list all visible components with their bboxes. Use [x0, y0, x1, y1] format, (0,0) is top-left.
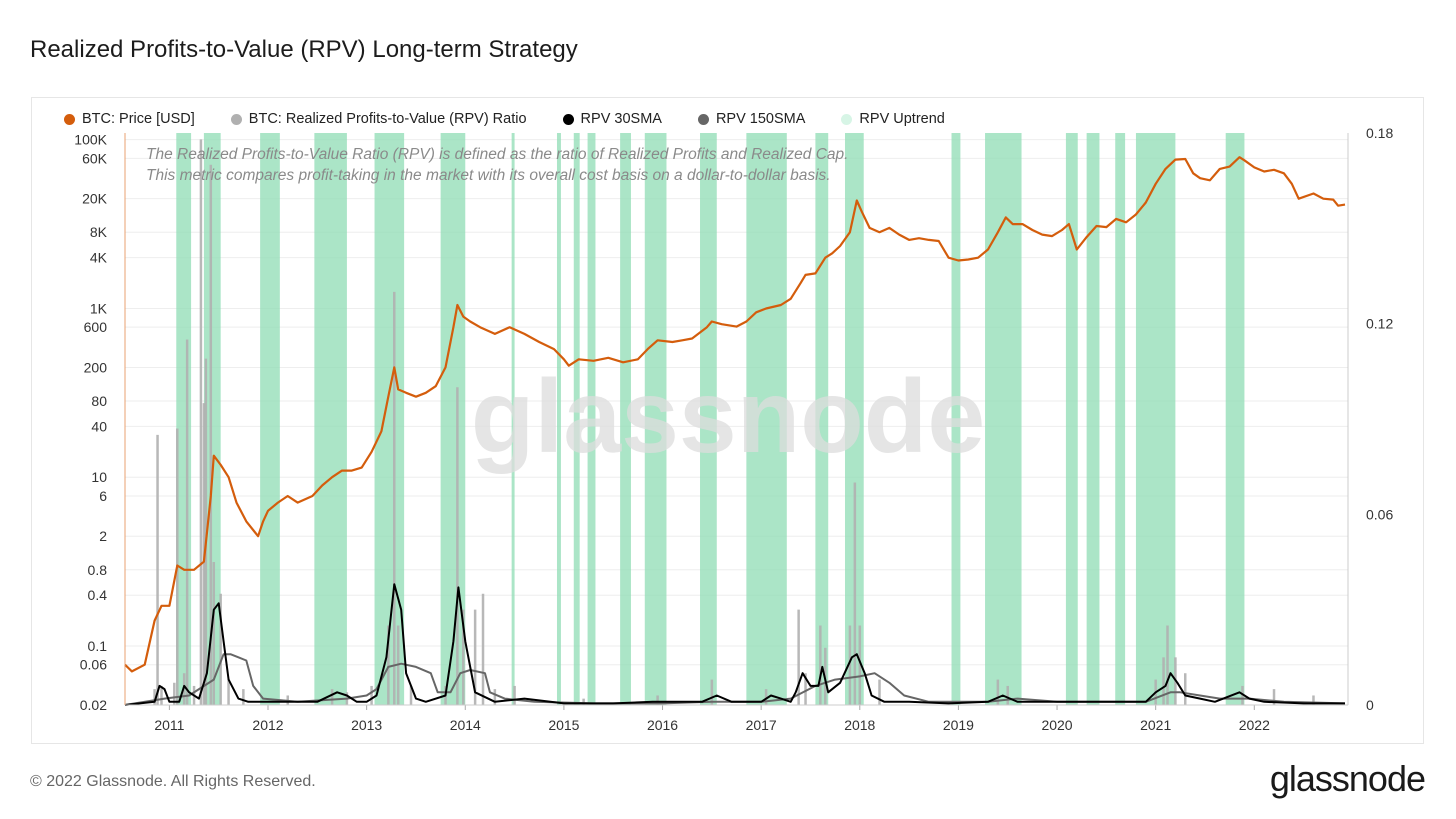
- legend-item-rpv-150sma[interactable]: RPV 150SMA: [697, 111, 806, 127]
- x-tick-label: 2014: [450, 717, 481, 733]
- uptrend-band: [203, 133, 221, 705]
- y-tick-label: 20K: [82, 191, 108, 207]
- y-tick-label: 40: [91, 418, 107, 434]
- brand-logo[interactable]: glassnode: [1269, 758, 1426, 799]
- legend-label: RPV 30SMA: [580, 111, 662, 127]
- legend-dot-icon: [697, 113, 709, 125]
- page-title: Realized Profits-to-Value (RPV) Long-ter…: [30, 36, 578, 63]
- uptrend-band: [985, 133, 1022, 705]
- y2-tick-label: 0.06: [1366, 506, 1393, 522]
- y-tick-label: 100K: [74, 132, 107, 148]
- uptrend-band: [1065, 133, 1078, 705]
- x-tick-label: 2013: [351, 717, 382, 733]
- uptrend-band: [556, 133, 561, 705]
- legend-dot-icon: [841, 113, 853, 125]
- uptrend-band: [815, 133, 829, 705]
- y-tick-label: 80: [91, 393, 107, 409]
- uptrend-band: [951, 133, 961, 705]
- watermark: glassnode: [471, 359, 985, 475]
- legend-item-rpv-uptrend[interactable]: RPV Uptrend: [841, 111, 945, 127]
- uptrend-band: [587, 133, 596, 705]
- x-tick-label: 2017: [746, 717, 777, 733]
- legend-item-price[interactable]: BTC: Price [USD]: [64, 111, 195, 127]
- rpv-30sma-line: [124, 583, 1345, 706]
- chart-panel: [31, 97, 1424, 744]
- x-tick-label: 2011: [154, 717, 184, 733]
- uptrend-band: [573, 133, 580, 705]
- legend-item-rpv-30sma[interactable]: RPV 30SMA: [562, 111, 662, 127]
- uptrend-band: [314, 133, 347, 705]
- legend-label: RPV Uptrend: [859, 111, 945, 127]
- legend-dot-icon: [562, 113, 574, 125]
- x-tick-label: 2012: [252, 717, 283, 733]
- legend-dot-icon: [64, 113, 75, 125]
- y-tick-label: 0.06: [80, 657, 107, 673]
- y2-tick-label: 0: [1366, 697, 1374, 713]
- uptrend-band: [374, 133, 405, 705]
- x-tick-label: 2020: [1041, 717, 1072, 733]
- y-tick-label: 4K: [90, 250, 108, 266]
- x-tick-label: 2019: [943, 717, 974, 733]
- uptrend-band: [620, 133, 631, 705]
- y-tick-label: 2: [99, 528, 107, 544]
- series-lines: [124, 156, 1346, 706]
- uptrend-band: [511, 133, 515, 705]
- uptrend-band: [260, 133, 280, 705]
- btc-price-line: [124, 156, 1346, 673]
- y-tick-label: 60K: [82, 150, 108, 166]
- legend-item-rpv-ratio[interactable]: BTC: Realized Profits-to-Value (RPV) Rat…: [230, 111, 527, 127]
- y-tick-label: 8K: [90, 224, 108, 240]
- legend-label: BTC: Price [USD]: [82, 111, 195, 127]
- x-tick-label: 2021: [1140, 717, 1171, 733]
- y-tick-label: 0.8: [88, 562, 108, 578]
- y-tick-label: 600: [84, 319, 108, 335]
- annotation-line-2: This metric compares profit-taking in th…: [146, 167, 831, 184]
- legend-label: RPV 150SMA: [715, 111, 806, 127]
- annotation-line-1: The Realized Profits-to-Value Ratio (RPV…: [146, 146, 848, 163]
- uptrend-band: [1135, 133, 1176, 705]
- axes: 0.02 0.06 0.1 0.4 0.8 2 6 10 40 80 200 600 1K 4K 8K 20K…: [74, 125, 1393, 733]
- y-tick-label: 0.4: [88, 587, 108, 603]
- y-tick-label: 0.02: [80, 697, 107, 713]
- uptrend-band: [844, 133, 864, 705]
- x-tick-label: 2016: [647, 717, 678, 733]
- y2-tick-label: 0.18: [1366, 125, 1393, 141]
- y-tick-label: 0.1: [88, 638, 108, 654]
- y-tick-label: 6: [99, 488, 107, 504]
- copyright: © 2022 Glassnode. All Rights Reserved.: [30, 773, 316, 790]
- uptrend-bands: [176, 133, 1245, 705]
- y2-tick-label: 0.12: [1366, 316, 1393, 332]
- x-tick-label: 2018: [844, 717, 875, 733]
- uptrend-band: [1115, 133, 1126, 705]
- uptrend-band: [700, 133, 717, 705]
- uptrend-band: [746, 133, 787, 705]
- uptrend-band: [1086, 133, 1100, 705]
- legend-dot-icon: [230, 113, 242, 125]
- y-tick-label: 10: [91, 469, 107, 485]
- y-tick-label: 200: [84, 359, 108, 375]
- uptrend-band: [644, 133, 667, 705]
- x-tick-label: 2015: [548, 717, 579, 733]
- y-tick-label: 1K: [90, 300, 108, 316]
- x-tick-label: 2022: [1239, 717, 1270, 733]
- chart-legend: BTC: Price [USD] BTC: Realized Profits-t…: [64, 111, 981, 127]
- uptrend-band: [1225, 133, 1245, 705]
- legend-label: BTC: Realized Profits-to-Value (RPV) Rat…: [248, 111, 527, 127]
